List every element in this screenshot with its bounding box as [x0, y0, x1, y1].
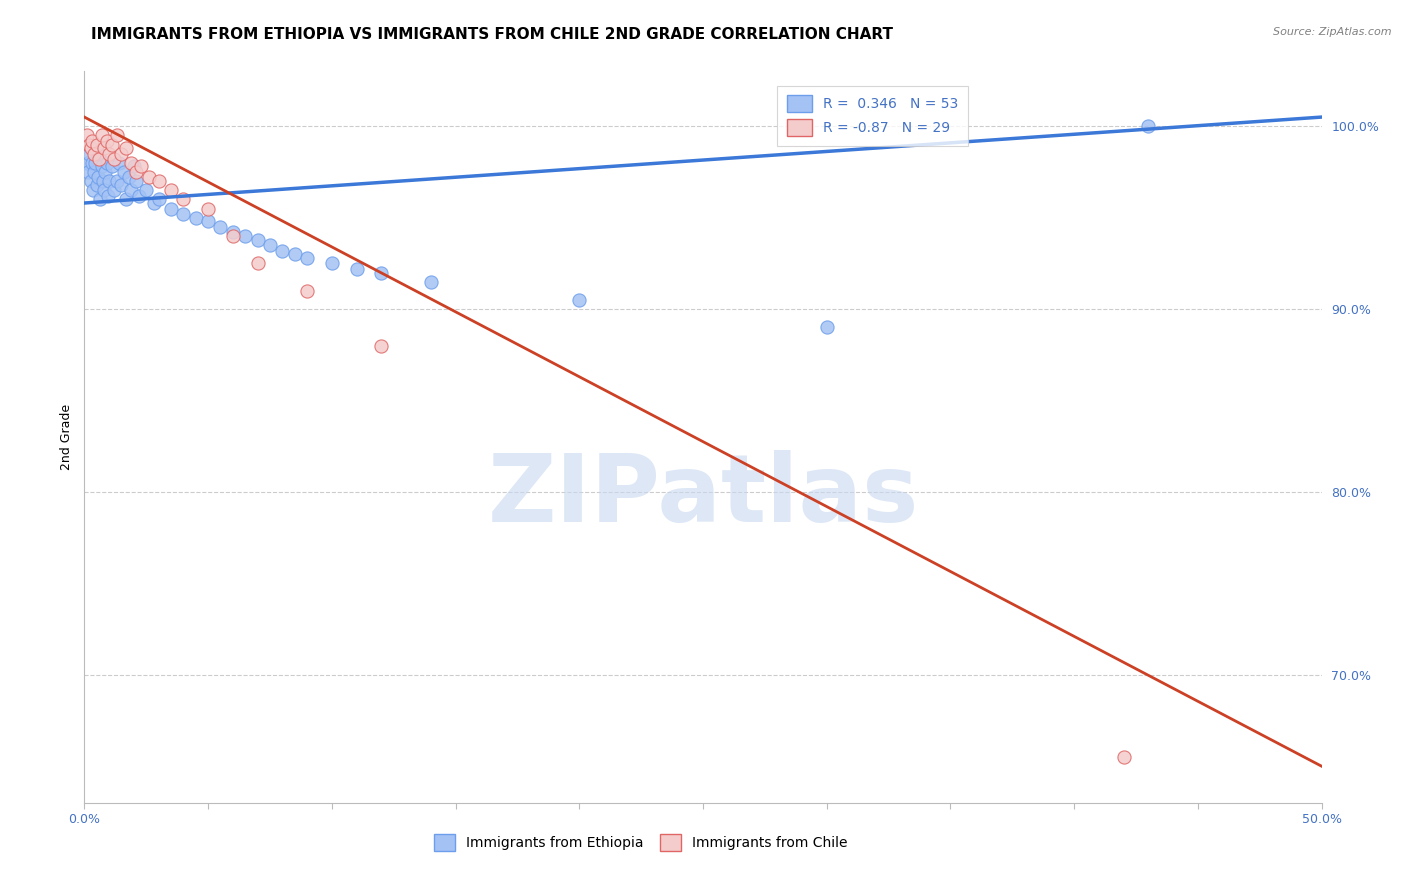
Point: [815, 320, 838, 334]
Y-axis label: 2nd Grade: 2nd Grade: [60, 404, 73, 470]
Point: [93, 141, 115, 155]
Point: [89, 152, 111, 166]
Point: [184, 211, 207, 225]
Point: [103, 152, 125, 166]
Point: [233, 229, 256, 244]
Point: [246, 256, 269, 270]
Point: [346, 261, 368, 276]
Point: [115, 141, 138, 155]
Point: [115, 193, 138, 207]
Point: [87, 170, 110, 185]
Point: [100, 160, 122, 174]
Point: [129, 160, 152, 174]
Point: [100, 137, 122, 152]
Point: [108, 155, 131, 169]
Point: [172, 207, 194, 221]
Point: [138, 170, 160, 185]
Point: [79, 137, 101, 152]
Point: [82, 183, 104, 197]
Point: [89, 146, 111, 161]
Point: [222, 225, 245, 239]
Point: [91, 174, 114, 188]
Point: [105, 128, 128, 143]
Point: [568, 293, 591, 307]
Point: [284, 247, 307, 261]
Point: [148, 174, 170, 188]
Point: [90, 160, 112, 174]
Point: [83, 165, 105, 179]
Point: [246, 233, 269, 247]
Point: [80, 134, 103, 148]
Point: [118, 170, 141, 185]
Point: [135, 183, 157, 197]
Point: [76, 128, 98, 143]
Point: [172, 193, 194, 207]
Point: [148, 193, 170, 207]
Point: [110, 178, 132, 192]
Point: [98, 174, 121, 188]
Point: [370, 266, 392, 280]
Point: [321, 256, 343, 270]
Point: [120, 155, 142, 169]
Point: [84, 155, 107, 169]
Text: ZIPatlas: ZIPatlas: [488, 450, 918, 541]
Point: [1112, 750, 1135, 764]
Point: [122, 160, 145, 174]
Point: [90, 128, 112, 143]
Point: [80, 155, 103, 169]
Point: [125, 165, 148, 179]
Point: [222, 229, 245, 244]
Point: [94, 165, 117, 179]
Point: [160, 202, 183, 216]
Text: Source: ZipAtlas.com: Source: ZipAtlas.com: [1274, 27, 1392, 37]
Point: [83, 146, 105, 161]
Point: [79, 146, 101, 161]
Point: [86, 178, 108, 192]
Text: IMMIGRANTS FROM ETHIOPIA VS IMMIGRANTS FROM CHILE 2ND GRADE CORRELATION CHART: IMMIGRANTS FROM ETHIOPIA VS IMMIGRANTS F…: [91, 27, 893, 42]
Legend: Immigrants from Ethiopia, Immigrants from Chile: Immigrants from Ethiopia, Immigrants fro…: [427, 827, 855, 858]
Point: [419, 275, 441, 289]
Point: [209, 219, 232, 234]
Point: [197, 202, 219, 216]
Point: [76, 155, 98, 169]
Point: [128, 188, 150, 202]
Point: [93, 183, 115, 197]
Point: [120, 183, 142, 197]
Point: [295, 251, 318, 265]
Point: [89, 193, 111, 207]
Point: [110, 146, 132, 161]
Point: [259, 238, 281, 252]
Point: [142, 196, 165, 211]
Point: [197, 214, 219, 228]
Point: [295, 284, 318, 298]
Point: [86, 137, 108, 152]
Point: [98, 146, 121, 161]
Point: [97, 188, 120, 202]
Point: [105, 174, 128, 188]
Point: [79, 174, 101, 188]
Point: [271, 244, 294, 258]
Point: [1137, 120, 1160, 134]
Point: [125, 174, 148, 188]
Point: [96, 134, 118, 148]
Point: [112, 165, 135, 179]
Point: [77, 165, 100, 179]
Point: [160, 183, 183, 197]
Point: [370, 339, 392, 353]
Point: [79, 141, 101, 155]
Point: [103, 183, 125, 197]
Point: [96, 155, 118, 169]
